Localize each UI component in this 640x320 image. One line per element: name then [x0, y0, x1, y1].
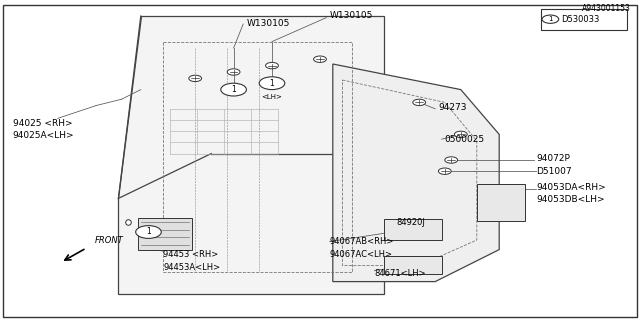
Circle shape: [136, 226, 161, 238]
Bar: [477, 184, 525, 221]
Text: FRONT: FRONT: [95, 236, 124, 245]
Text: 94053DA<RH>: 94053DA<RH>: [536, 183, 606, 192]
Text: 94072P: 94072P: [536, 154, 570, 163]
Text: <LH>: <LH>: [262, 94, 282, 100]
Text: 94067AC<LH>: 94067AC<LH>: [330, 250, 392, 259]
Text: A943001153: A943001153: [582, 4, 630, 13]
Circle shape: [438, 168, 451, 174]
Text: 1: 1: [231, 85, 236, 94]
Text: D51007: D51007: [536, 167, 572, 176]
Circle shape: [413, 99, 426, 106]
Text: W130105: W130105: [246, 20, 290, 28]
Text: 94025 <RH>: 94025 <RH>: [13, 119, 72, 128]
Circle shape: [314, 56, 326, 62]
Text: 94273: 94273: [438, 103, 467, 112]
Text: 94067AB<RH>: 94067AB<RH>: [330, 237, 394, 246]
Text: D530033: D530033: [561, 15, 600, 24]
Text: 84920J: 84920J: [397, 218, 426, 227]
Text: 1: 1: [146, 228, 151, 236]
Text: 94053DB<LH>: 94053DB<LH>: [536, 196, 605, 204]
Polygon shape: [333, 64, 499, 282]
Polygon shape: [118, 16, 384, 294]
Circle shape: [189, 75, 202, 82]
Circle shape: [259, 77, 285, 90]
Bar: [138, 218, 192, 250]
Text: 94025A<LH>: 94025A<LH>: [13, 132, 74, 140]
Text: 94453A<LH>: 94453A<LH>: [163, 263, 220, 272]
Text: W130105: W130105: [330, 12, 373, 20]
Bar: [384, 219, 442, 240]
Bar: [384, 256, 442, 274]
Bar: [541, 9, 627, 30]
Circle shape: [542, 15, 559, 23]
Circle shape: [454, 131, 467, 138]
Circle shape: [227, 69, 240, 75]
Circle shape: [221, 83, 246, 96]
Text: 0500025: 0500025: [445, 135, 485, 144]
Bar: [163, 42, 352, 272]
Text: 84671<LH>: 84671<LH>: [374, 269, 426, 278]
Circle shape: [445, 157, 458, 163]
Text: 94453 <RH>: 94453 <RH>: [163, 250, 218, 259]
Circle shape: [266, 62, 278, 69]
Text: 1: 1: [269, 79, 275, 88]
Text: 1: 1: [548, 16, 553, 22]
